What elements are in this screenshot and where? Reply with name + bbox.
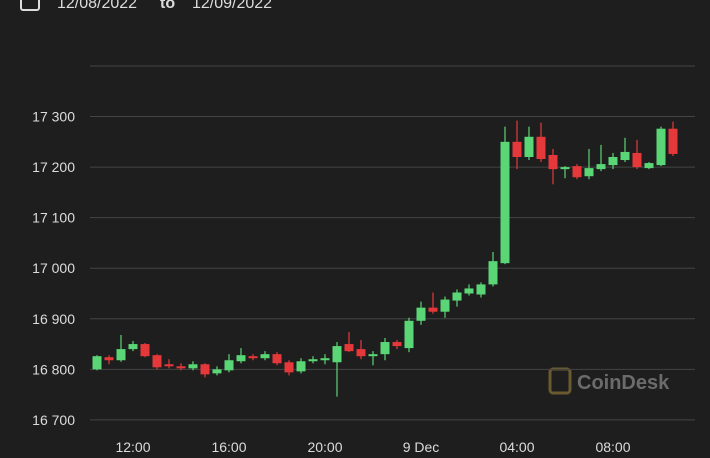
candle-body bbox=[296, 361, 306, 372]
candle-body bbox=[620, 151, 630, 161]
candle-body bbox=[152, 355, 162, 368]
candle-body bbox=[404, 320, 414, 349]
candle-body bbox=[188, 364, 198, 369]
y-tick-label: 17 100 bbox=[32, 210, 75, 226]
candle-body bbox=[488, 261, 498, 285]
candle-body bbox=[356, 349, 366, 357]
candle-body bbox=[632, 152, 642, 168]
y-tick-label: 17 000 bbox=[32, 260, 75, 276]
candle-body bbox=[308, 359, 318, 362]
candle-body bbox=[104, 357, 114, 361]
candle-body bbox=[116, 349, 126, 361]
y-tick-label: 17 300 bbox=[32, 109, 75, 125]
candle-body bbox=[440, 299, 450, 312]
candle-body bbox=[272, 354, 282, 364]
date-to: 12/09/2022 bbox=[192, 0, 272, 12]
candle-body bbox=[284, 362, 294, 373]
date-from: 12/08/2022 bbox=[57, 0, 137, 12]
watermark: CoinDesk bbox=[577, 372, 670, 394]
candle-body bbox=[200, 364, 210, 375]
y-tick-label: 16 700 bbox=[32, 412, 75, 428]
date-separator: to bbox=[160, 0, 175, 12]
x-tick-label: 16:00 bbox=[211, 439, 246, 455]
candle-body bbox=[560, 167, 570, 170]
candle-body bbox=[176, 366, 186, 369]
candle-body bbox=[164, 364, 174, 367]
candle-body bbox=[332, 346, 342, 363]
candle-body bbox=[548, 154, 558, 170]
y-tick-label: 16 900 bbox=[32, 311, 75, 327]
candle-body bbox=[260, 354, 270, 359]
checkbox[interactable] bbox=[20, 0, 40, 11]
candle-body bbox=[584, 168, 594, 177]
candle-body bbox=[236, 355, 246, 362]
y-tick-label: 16 800 bbox=[32, 361, 75, 377]
x-tick-label: 12:00 bbox=[115, 439, 150, 455]
candle-body bbox=[380, 342, 390, 355]
candle-body bbox=[656, 128, 666, 166]
candle-body bbox=[464, 288, 474, 294]
candle-body bbox=[500, 141, 510, 264]
candle-body bbox=[416, 307, 426, 321]
candle-body bbox=[572, 166, 582, 178]
candle-body bbox=[608, 157, 618, 166]
watermark-logo bbox=[548, 367, 572, 395]
x-tick-label: 08:00 bbox=[595, 439, 630, 455]
candle-body bbox=[344, 344, 354, 352]
candle-body bbox=[128, 344, 138, 350]
candle-body bbox=[512, 141, 522, 157]
x-tick-label: 20:00 bbox=[307, 439, 342, 455]
x-tick-label: 04:00 bbox=[499, 439, 534, 455]
candle-body bbox=[140, 344, 150, 357]
candle-body bbox=[92, 356, 102, 370]
candle-body bbox=[536, 136, 546, 160]
candle-body bbox=[212, 369, 222, 374]
candle-body bbox=[452, 292, 462, 301]
candle-body bbox=[224, 360, 234, 371]
candle-body bbox=[644, 163, 654, 169]
candle-body bbox=[320, 358, 330, 361]
candle-body bbox=[368, 354, 378, 357]
candle-body bbox=[596, 164, 606, 170]
candle-body bbox=[428, 307, 438, 312]
candle-body bbox=[392, 342, 402, 347]
candle-body bbox=[476, 284, 486, 295]
candle-body bbox=[668, 128, 678, 154]
x-tick-label: 9 Dec bbox=[403, 439, 440, 455]
candle-body bbox=[248, 356, 258, 359]
candle-body bbox=[524, 136, 534, 157]
y-tick-label: 17 200 bbox=[32, 159, 75, 175]
